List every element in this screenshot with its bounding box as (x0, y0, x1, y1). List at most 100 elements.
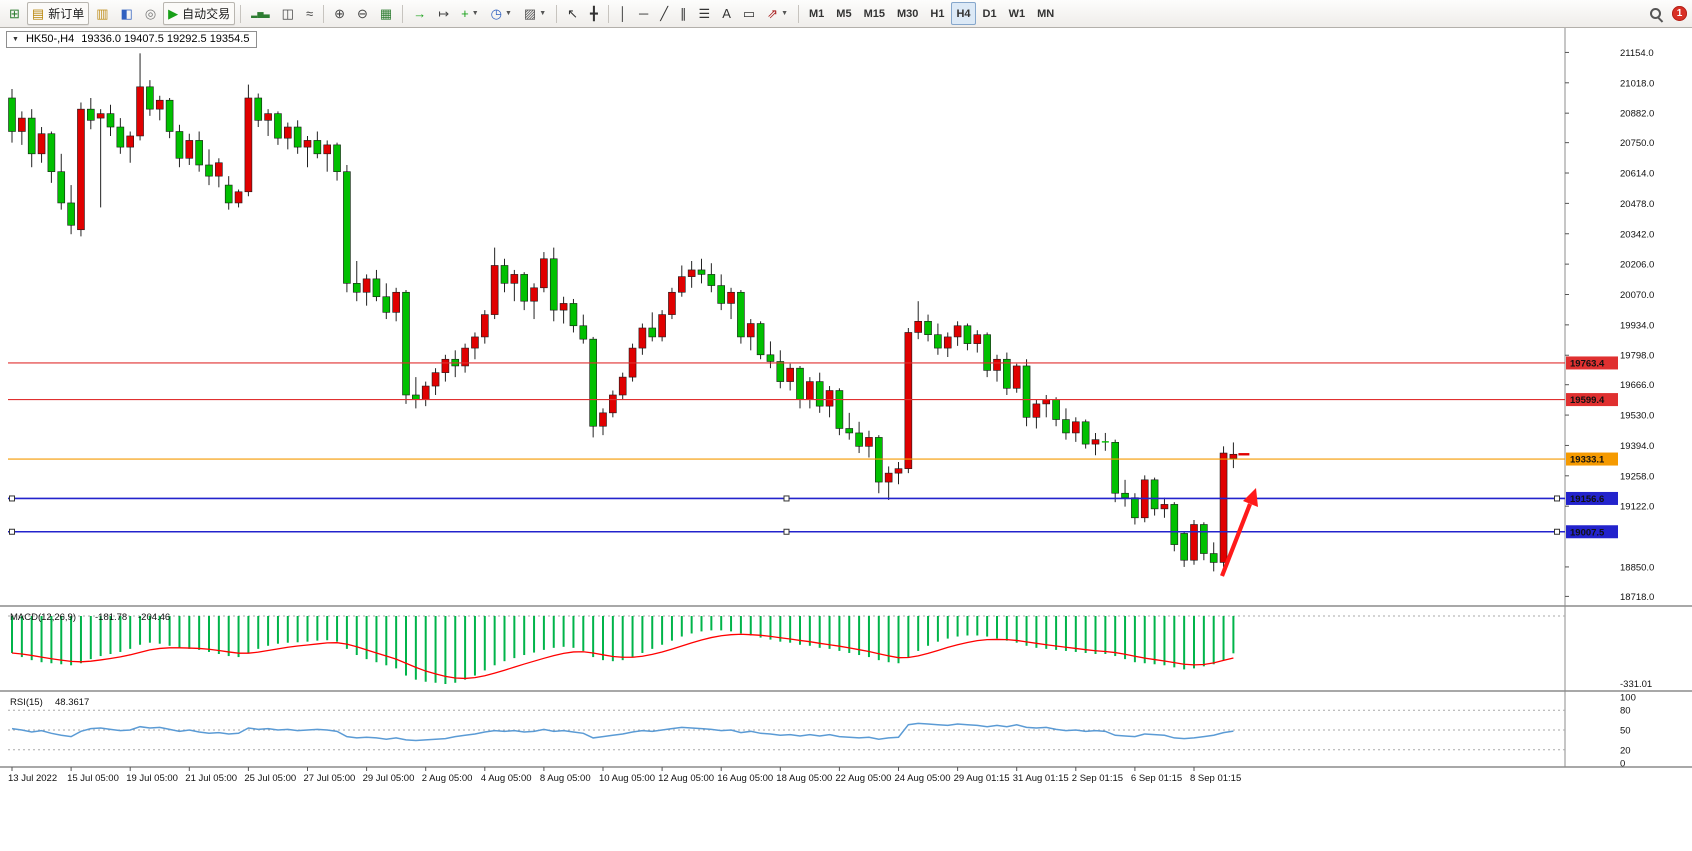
auto-scroll-button[interactable]: → (408, 2, 431, 25)
notification-badge[interactable]: 1 (1672, 6, 1687, 21)
candle-body (874, 437, 883, 483)
text-icon: A (722, 6, 731, 21)
candle-body (1022, 365, 1031, 418)
time-tick-label: 16 Aug 05:00 (717, 773, 773, 784)
chart-workspace[interactable]: 21154.0 21018.0 20882.0 20750.0 20614.0 20478… (0, 28, 1692, 851)
candle-body (845, 428, 854, 434)
button-label: H4 (956, 7, 971, 20)
bar-chart-button[interactable]: ▂▅▃ (246, 2, 274, 25)
zoom-in-button[interactable]: ⊕ (329, 2, 350, 25)
line-handle[interactable] (9, 495, 15, 502)
crosshair-button[interactable]: ╋ (585, 2, 603, 25)
candle-body (687, 269, 696, 277)
new-chart-button[interactable]: ⊞ (4, 2, 25, 25)
price-tag-label: 19007.5 (1570, 527, 1605, 538)
time-tick-label: 8 Sep 01:15 (1190, 773, 1241, 784)
candle-body (1032, 403, 1041, 418)
indicators-button[interactable]: + ▼ (456, 2, 484, 25)
profiles-button[interactable]: ▥ (91, 2, 113, 25)
timeframe-m15[interactable]: M15 (859, 2, 890, 25)
candle-body (1131, 497, 1139, 519)
search-icon[interactable] (1647, 5, 1665, 23)
market-watch-button[interactable]: ◧ (116, 2, 138, 25)
arrows-button[interactable]: ⇗ ▼ (762, 2, 793, 25)
auto-trading-button[interactable]: ▶ 自动交易 (163, 2, 236, 25)
price-tick-label: 20478.0 (1620, 199, 1654, 210)
candle-body (352, 283, 361, 293)
candle-body (175, 131, 184, 159)
price-tag (1566, 525, 1618, 539)
text-button[interactable]: A (717, 2, 736, 25)
equidistant-channel-button[interactable]: ∥ (675, 2, 692, 25)
timeframe-h1[interactable]: H1 (925, 2, 949, 25)
timeframe-m30[interactable]: M30 (892, 2, 923, 25)
price-tick-label: 19394.0 (1620, 441, 1654, 452)
candle-body (934, 334, 942, 349)
chart-shift-button[interactable]: ↦ (433, 2, 454, 25)
candle-body (1062, 419, 1070, 434)
line-handle[interactable] (783, 495, 790, 502)
fibonacci-button[interactable]: ☰ (694, 2, 716, 25)
candle-body (746, 323, 755, 338)
toolbar-items: ⊞ ▤ 新订单 ▥ ◧ ◎ ▶ 自动交易 ▂▅▃ ◫ ≈ ⊕ ⊖ ▦ → ↦ + ▼ ◷ ▼ ▨ ▼ ↖ ╋ │ ─ ╱ ∥ ☰ A ▭ ⇗ ▼… (3, 0, 1060, 27)
candlestick-chart-button[interactable]: ◫ (277, 2, 299, 25)
time-tick-label: 15 Jul 05:00 (67, 773, 119, 784)
time-tick-label: 2 Aug 05:00 (422, 773, 473, 784)
vertical-line-button[interactable]: │ (614, 2, 632, 25)
tile-windows-button[interactable]: ▦ (375, 2, 397, 25)
periods-button[interactable]: ◷ ▼ (486, 2, 517, 25)
timeframe-d1[interactable]: D1 (978, 2, 1002, 25)
time-tick-label: 13 Jul 2022 (8, 773, 57, 784)
time-tick-label: 21 Jul 05:00 (185, 773, 237, 784)
line-handle[interactable] (1554, 528, 1560, 535)
candle-body (303, 140, 312, 148)
candle-body (106, 113, 115, 128)
toolbar-separator (402, 4, 404, 23)
timeframe-m1[interactable]: M1 (804, 2, 829, 25)
candle-body (215, 162, 223, 177)
zoom-in-icon: ⊕ (334, 6, 345, 21)
trendline-button[interactable]: ╱ (655, 2, 673, 25)
sound-alerts-button[interactable]: ◎ (140, 2, 161, 25)
price-tick-label: 20614.0 (1620, 169, 1654, 180)
trend-arrow-head[interactable] (1243, 488, 1258, 507)
candle-body (382, 296, 391, 313)
new-chart-icon: ⊞ (9, 6, 20, 21)
trend-arrow[interactable] (1220, 503, 1252, 577)
horizontal-line-button[interactable]: ─ (634, 2, 653, 25)
chart-collapse-icon[interactable]: ▼ (12, 35, 19, 43)
candle-body (18, 117, 26, 132)
line-chart-button[interactable]: ≈ (301, 2, 318, 25)
chart-title-box: ▼ HK50-,H4 19336.0 19407.5 19292.5 19354… (6, 31, 258, 48)
new-order-button[interactable]: ▤ 新订单 (26, 2, 90, 25)
price-tick-label: 21018.0 (1620, 78, 1654, 89)
line-handle[interactable] (783, 528, 790, 535)
candle-body (293, 126, 302, 148)
button-label: M15 (863, 7, 885, 20)
templates-button[interactable]: ▨ ▼ (519, 2, 551, 25)
candle-body (96, 113, 105, 119)
time-tick-label: 29 Aug 01:15 (954, 773, 1010, 784)
text-label-button[interactable]: ▭ (738, 2, 760, 25)
candle-body (943, 336, 952, 349)
price-tick-label: 19258.0 (1620, 471, 1654, 482)
price-tag (1566, 393, 1618, 407)
arrows-icon: ⇗ (767, 6, 779, 21)
button-label: M30 (896, 7, 919, 20)
timeframe-mn[interactable]: MN (1032, 2, 1059, 25)
cursor-button[interactable]: ↖ (562, 2, 583, 25)
candle-body (421, 385, 430, 400)
chart-shift-icon: ↦ (438, 6, 450, 21)
line-handle[interactable] (1554, 495, 1560, 502)
timeframe-h4[interactable]: H4 (951, 2, 976, 25)
zoom-out-button[interactable]: ⊖ (352, 2, 373, 25)
line-handle[interactable] (9, 528, 15, 535)
candle-body (510, 274, 519, 284)
timeframe-m5[interactable]: M5 (831, 2, 856, 25)
timeframe-w1[interactable]: W1 (1004, 2, 1031, 25)
price-tick-label: 19934.0 (1620, 320, 1654, 331)
candle-body (963, 325, 972, 344)
candle-body (806, 381, 814, 400)
candle-body (569, 303, 578, 327)
candlestick-chart-icon: ◫ (281, 6, 294, 21)
